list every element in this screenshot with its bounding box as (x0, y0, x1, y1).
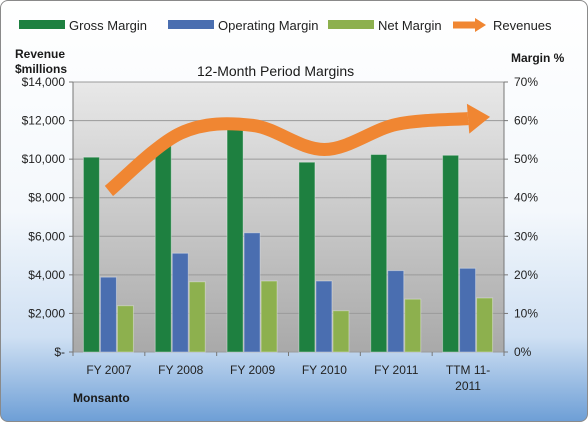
x-tick-label: 2011 (455, 379, 481, 393)
right-axis-title: Margin % (511, 51, 565, 65)
net-margin-bar (476, 297, 494, 353)
right-tick-label: 20% (514, 268, 538, 282)
right-tick-label: 10% (514, 306, 538, 320)
operating-margin-bar (243, 232, 261, 353)
legend-operating-margin-swatch (168, 20, 214, 29)
plot-area (73, 82, 504, 352)
right-tick-label: 70% (514, 75, 538, 89)
legend-label: Net Margin (378, 18, 442, 33)
gross-margin-bar (226, 127, 244, 353)
x-tick-label: FY 2007 (86, 363, 131, 377)
gross-margin-bar (370, 154, 388, 353)
right-tick-label: 50% (514, 152, 538, 166)
left-tick-label: $14,000 (22, 75, 66, 89)
net-margin-bar (404, 298, 422, 353)
operating-margin-bar (99, 276, 117, 353)
revenues-line (104, 112, 469, 197)
net-margin-bar (332, 310, 350, 353)
left-tick-label: $- (54, 345, 65, 359)
right-tick-label: 0% (514, 345, 532, 359)
chart-title: 12-Month Period Margins (197, 63, 355, 79)
legend-label: Revenues (493, 18, 552, 33)
left-tick-label: $4,000 (28, 268, 65, 282)
left-tick-label: $8,000 (28, 191, 65, 205)
right-tick-label: 60% (514, 114, 538, 128)
right-tick-label: 30% (514, 229, 538, 243)
x-tick-label: FY 2009 (230, 363, 275, 377)
revenues-arrowhead (466, 103, 491, 134)
net-margin-bar (260, 280, 278, 353)
left-tick-label: $2,000 (28, 306, 65, 320)
gross-margin-bar (154, 141, 172, 353)
right-tick-label: 40% (514, 191, 538, 205)
company-label: Monsanto (73, 391, 130, 405)
gross-margin-bar (298, 161, 316, 353)
gross-margin-bar (82, 156, 100, 353)
left-axis-title-line2: $millions (15, 62, 68, 76)
left-tick-label: $6,000 (28, 229, 65, 243)
x-tick-label: FY 2010 (302, 363, 347, 377)
operating-margin-bar (459, 267, 477, 353)
legend-label: Gross Margin (69, 18, 147, 33)
net-margin-bar (188, 281, 206, 353)
x-tick-label: TTM 11- (446, 363, 490, 377)
legend-gross-margin-swatch (19, 20, 65, 29)
gross-margin-bar (442, 154, 460, 353)
x-tick-label: FY 2011 (374, 363, 419, 377)
operating-margin-bar (171, 252, 189, 353)
left-tick-label: $10,000 (22, 152, 66, 166)
operating-margin-bar (315, 280, 333, 353)
net-margin-bar (116, 305, 134, 353)
legend-net-margin-swatch (328, 20, 374, 29)
operating-margin-bar (387, 270, 405, 353)
left-tick-label: $12,000 (22, 114, 66, 128)
legend-label: Operating Margin (218, 18, 318, 33)
x-tick-label: FY 2008 (158, 363, 203, 377)
legend-revenues-arrow (475, 18, 486, 32)
left-axis-title-line1: Revenue (15, 47, 66, 61)
